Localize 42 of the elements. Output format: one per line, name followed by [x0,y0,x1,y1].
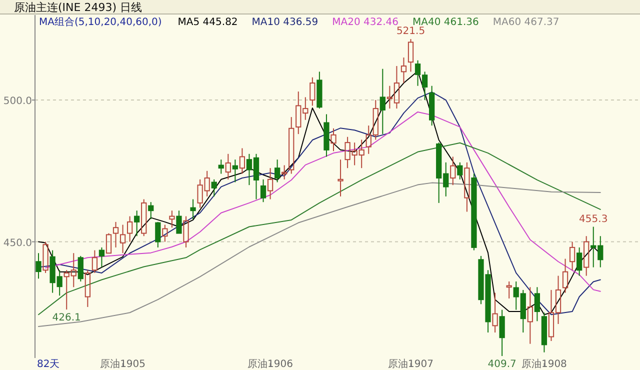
ytick: 450.0 [3,238,32,249]
annotation: 455.3 [579,214,608,225]
candlestick [232,159,238,183]
annotation: 521.5 [396,26,426,38]
candlestick [400,57,407,84]
candlestick [380,68,386,135]
candlestick [471,173,477,251]
annotation: 409.7 [488,359,516,370]
candlestick [225,153,231,180]
candlestick [338,159,344,197]
xtick: 原油1907 [388,359,434,370]
candlestick [98,246,105,268]
candlestick [527,286,533,344]
candlestick [92,250,98,274]
legend-item: MA20 432.46 [332,17,399,28]
ytick: 500.0 [3,96,32,108]
title: 原油主连(INE 2493) 日线 [14,1,142,14]
candlestick [282,164,288,180]
legend-item: MA10 436.59 [252,17,318,28]
candlestick [330,128,336,152]
candlestick [584,236,590,276]
candlestick [190,198,196,220]
candlestick [450,156,456,186]
xtick: 原油1905 [100,359,146,370]
candlestick [534,286,540,322]
candlestick [134,210,140,237]
annotation: 426.1 [52,312,81,324]
candlestick [84,270,90,308]
candlestick [267,168,274,200]
candlestick [169,210,175,228]
legend-item: MA5 445.82 [178,17,238,28]
candlestick [562,258,568,294]
annotation: 82天 [37,359,60,370]
candlestick [120,224,126,254]
legend-item: MA40 461.36 [412,17,479,28]
xtick: 原油1906 [248,359,294,370]
legend-title: MA组合(5,10,20,40,60,0) [39,17,162,28]
legend-item: MA60 467.37 [492,17,560,28]
candlestick [492,292,498,333]
candlestick [148,202,154,220]
xtick: 原油1908 [521,359,567,370]
candlestick [36,252,42,280]
